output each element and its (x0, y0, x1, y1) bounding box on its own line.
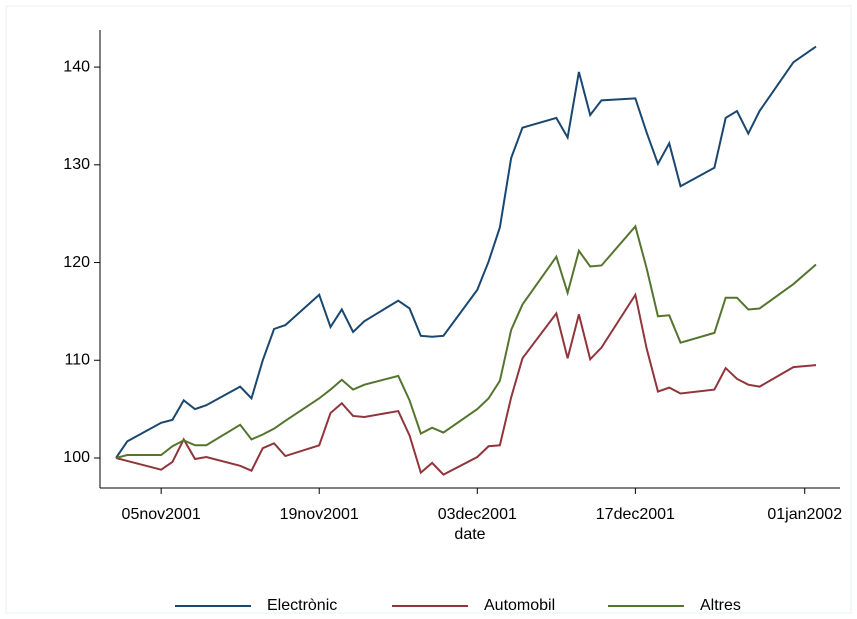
x-tick-label: 01jan2002 (767, 506, 842, 523)
legend-label: Altres (700, 597, 741, 614)
background (5, 5, 852, 614)
series-line (115, 224, 817, 459)
y-tick-label: 140 (63, 58, 90, 75)
series-line (115, 292, 817, 476)
x-tick-label: 03dec2001 (438, 506, 517, 523)
y-tick-label: 100 (63, 449, 90, 466)
y-tick-label: 120 (63, 254, 90, 271)
y-tick-label: 130 (63, 156, 90, 173)
y-tick-label: 110 (64, 351, 90, 368)
x-tick-label: 05nov2001 (122, 506, 201, 523)
legend-label: Automobil (484, 597, 555, 614)
x-tick-label: 19nov2001 (280, 506, 359, 523)
legend-label: Electrònic (267, 597, 337, 614)
series-line (115, 45, 817, 459)
x-axis-label: date (454, 526, 485, 543)
x-tick-label: 17dec2001 (596, 506, 675, 523)
